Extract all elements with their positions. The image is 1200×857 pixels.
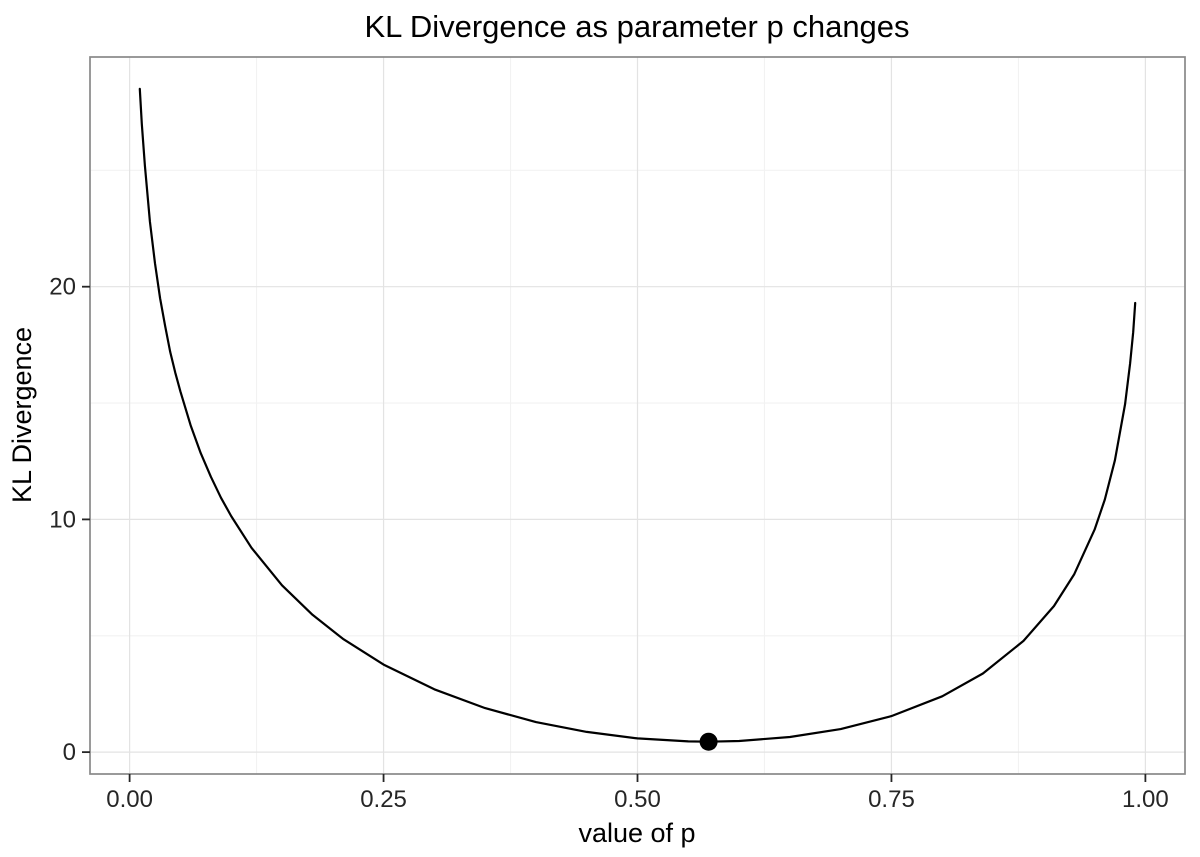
y-axis-title: KL Divergence xyxy=(7,327,37,503)
x-axis-title: value of p xyxy=(578,818,695,848)
y-tick-label: 20 xyxy=(49,274,76,301)
minimum-point xyxy=(699,732,718,751)
x-tick-label: 1.00 xyxy=(1122,786,1169,813)
x-tick-label: 0.50 xyxy=(614,786,661,813)
x-tick-label: 0.25 xyxy=(360,786,407,813)
chart-title: KL Divergence as parameter p changes xyxy=(364,9,909,44)
y-tick-label: 0 xyxy=(63,739,76,766)
kl-divergence-curve xyxy=(138,87,1137,743)
x-tick-label: 0.75 xyxy=(868,786,915,813)
gridlines-major xyxy=(90,57,1185,774)
x-tick-label: 0.00 xyxy=(106,786,153,813)
axis-tick-labels: 0.00 0.25 0.50 0.75 1.00 0 10 20 xyxy=(49,274,1168,813)
y-tick-label: 10 xyxy=(49,506,76,533)
series-layer xyxy=(138,87,1137,751)
axis-ticks xyxy=(82,285,1147,782)
